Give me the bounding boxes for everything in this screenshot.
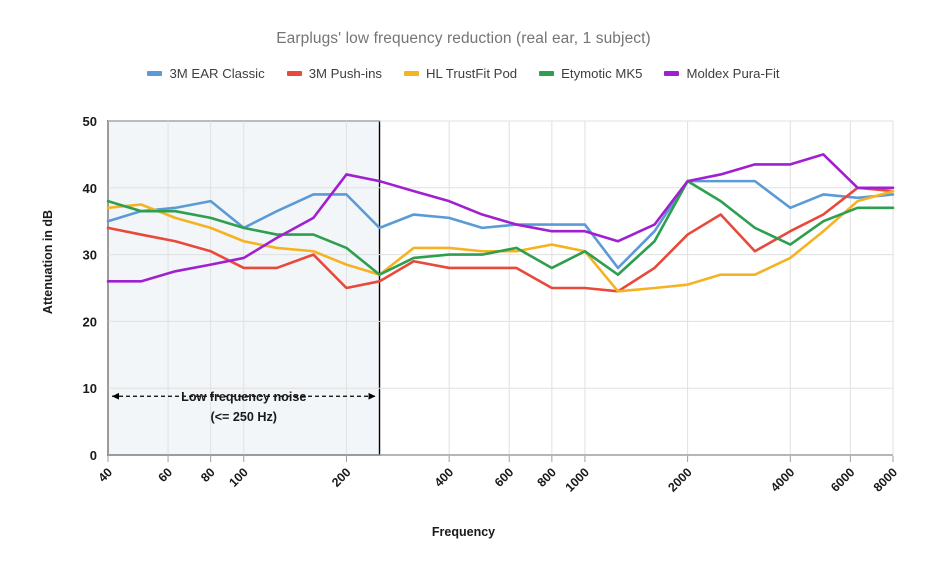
y-tick-label: 20 — [83, 314, 97, 329]
x-axis-title: Frequency — [431, 525, 496, 539]
x-tick-label: 600 — [492, 465, 517, 490]
legend-item[interactable]: 3M Push-ins — [286, 66, 382, 81]
legend-swatch-icon — [286, 71, 302, 76]
y-tick-label: 30 — [83, 248, 97, 263]
x-tick-label: 2000 — [665, 465, 694, 494]
legend-item[interactable]: HL TrustFit Pod — [404, 66, 517, 81]
series-line — [106, 179, 895, 270]
y-tick-label: 0 — [90, 448, 97, 463]
y-tick-label: 50 — [83, 114, 97, 129]
annotation-line-2: (<= 250 Hz) — [211, 410, 278, 424]
chart-title: Earplugs' low frequency reduction (real … — [276, 30, 651, 47]
legend-label: HL TrustFit Pod — [426, 66, 518, 81]
annotation-line-1: Low frequency noise — [181, 390, 306, 404]
legend-item[interactable]: 3M EAR Classic — [147, 66, 265, 81]
series-line — [106, 186, 895, 293]
series-line — [106, 179, 895, 276]
legend-label: Etymotic MK5 — [561, 66, 643, 81]
x-tick-label: 6000 — [828, 465, 857, 494]
x-tick-label: 100 — [226, 465, 251, 490]
x-tick-label: 1000 — [563, 465, 592, 494]
y-tick-label: 40 — [83, 181, 97, 196]
legend-swatch-icon — [664, 71, 680, 76]
x-tick-label: 60 — [156, 465, 176, 485]
legend-swatch-icon — [404, 71, 419, 76]
y-tick-label: 10 — [83, 381, 97, 396]
x-tick-label: 4000 — [768, 465, 797, 494]
legend-item[interactable]: Moldex Pura-Fit — [664, 66, 780, 81]
legend-label: 3M Push-ins — [308, 66, 382, 81]
x-tick-label: 8000 — [871, 465, 900, 494]
legend-label: Moldex Pura-Fit — [686, 66, 780, 81]
legend-label: 3M EAR Classic — [169, 66, 265, 81]
legend-item[interactable]: Etymotic MK5 — [539, 66, 642, 81]
annotation-arrow-left-icon — [112, 392, 119, 400]
x-tick-label: 40 — [95, 465, 115, 485]
legend-swatch-icon — [539, 71, 555, 76]
series-line — [106, 153, 895, 283]
legend-swatch-icon — [147, 71, 163, 76]
x-tick-label: 800 — [534, 465, 559, 490]
x-tick-label: 400 — [432, 465, 457, 490]
chart-legend: 3M EAR Classic 3M Push-ins HL TrustFit Pod… — [0, 66, 927, 81]
annotation-arrow-right-icon — [368, 392, 376, 400]
x-tick-label: 200 — [329, 465, 354, 490]
x-tick-label: 80 — [198, 465, 218, 485]
